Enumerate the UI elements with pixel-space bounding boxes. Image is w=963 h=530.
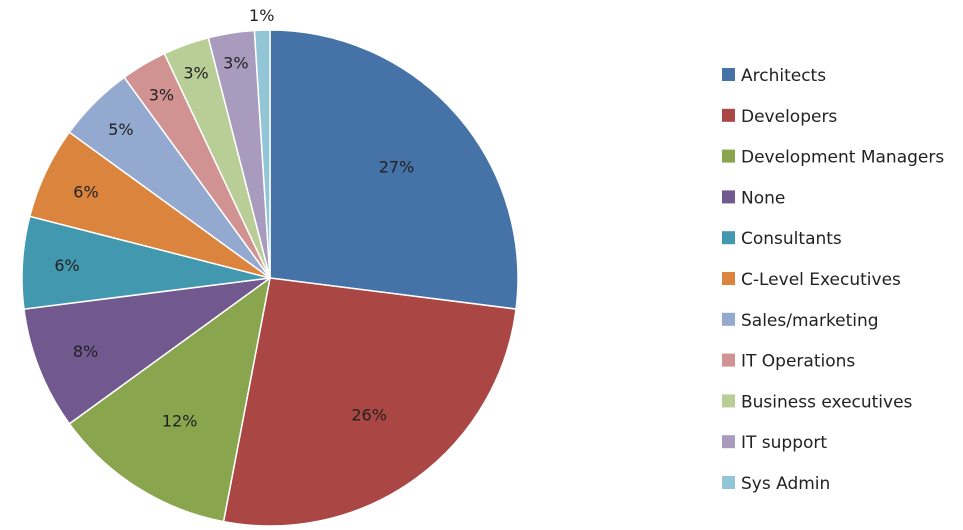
pie-slice-labels: 27% 26% 12% 8% 6% 6% 5% 3% 3% 3% 1% [54, 6, 414, 430]
legend-swatch [722, 394, 735, 408]
pie-slice-developers [222, 277, 517, 527]
pie-slice-sys-admin [253, 29, 271, 279]
legend-swatch [722, 149, 735, 163]
legend-swatch [722, 231, 735, 245]
slice-label-it-support: 3% [223, 53, 248, 72]
legend-label: Architects [741, 66, 826, 86]
legend: Architects Developers Development Managers… [722, 66, 944, 494]
slice-label-business-executives: 3% [183, 64, 208, 83]
pie-slice-development-managers [68, 276, 272, 523]
legend-label: Consultants [741, 229, 842, 249]
slice-label-consultants: 6% [54, 256, 79, 275]
legend-label: Developers [741, 107, 837, 127]
legend-swatch [722, 312, 735, 326]
legend-swatch [722, 68, 735, 81]
pie-slices [21, 29, 519, 527]
slice-label-sales-marketing: 5% [108, 120, 133, 139]
slice-label-development-managers: 12% [162, 411, 198, 430]
legend-label: Business executives [741, 392, 913, 412]
legend-swatch [722, 190, 735, 204]
legend-label: IT support [741, 433, 827, 453]
slice-label-architects: 27% [379, 157, 415, 176]
slice-label-c-level-executives: 6% [73, 182, 98, 201]
legend-label: C-Level Executives [741, 270, 901, 290]
pie-slice-none [23, 277, 271, 425]
legend-swatch [722, 476, 735, 489]
legend-label: IT Operations [741, 352, 855, 372]
slice-label-sys-admin: 1% [249, 6, 274, 25]
slice-label-none: 8% [73, 342, 98, 361]
pie-slice-architects [269, 29, 519, 310]
legend-label: Sys Admin [741, 474, 830, 494]
slice-label-developers: 26% [351, 405, 387, 424]
legend-swatch [722, 272, 735, 285]
legend-label: Development Managers [741, 148, 944, 168]
legend-label: Sales/marketing [741, 311, 879, 331]
slice-label-it-operations: 3% [149, 85, 174, 104]
legend-swatch [722, 353, 735, 367]
legend-label: None [741, 188, 785, 208]
legend-swatch [722, 108, 735, 122]
legend-swatch [722, 435, 735, 449]
